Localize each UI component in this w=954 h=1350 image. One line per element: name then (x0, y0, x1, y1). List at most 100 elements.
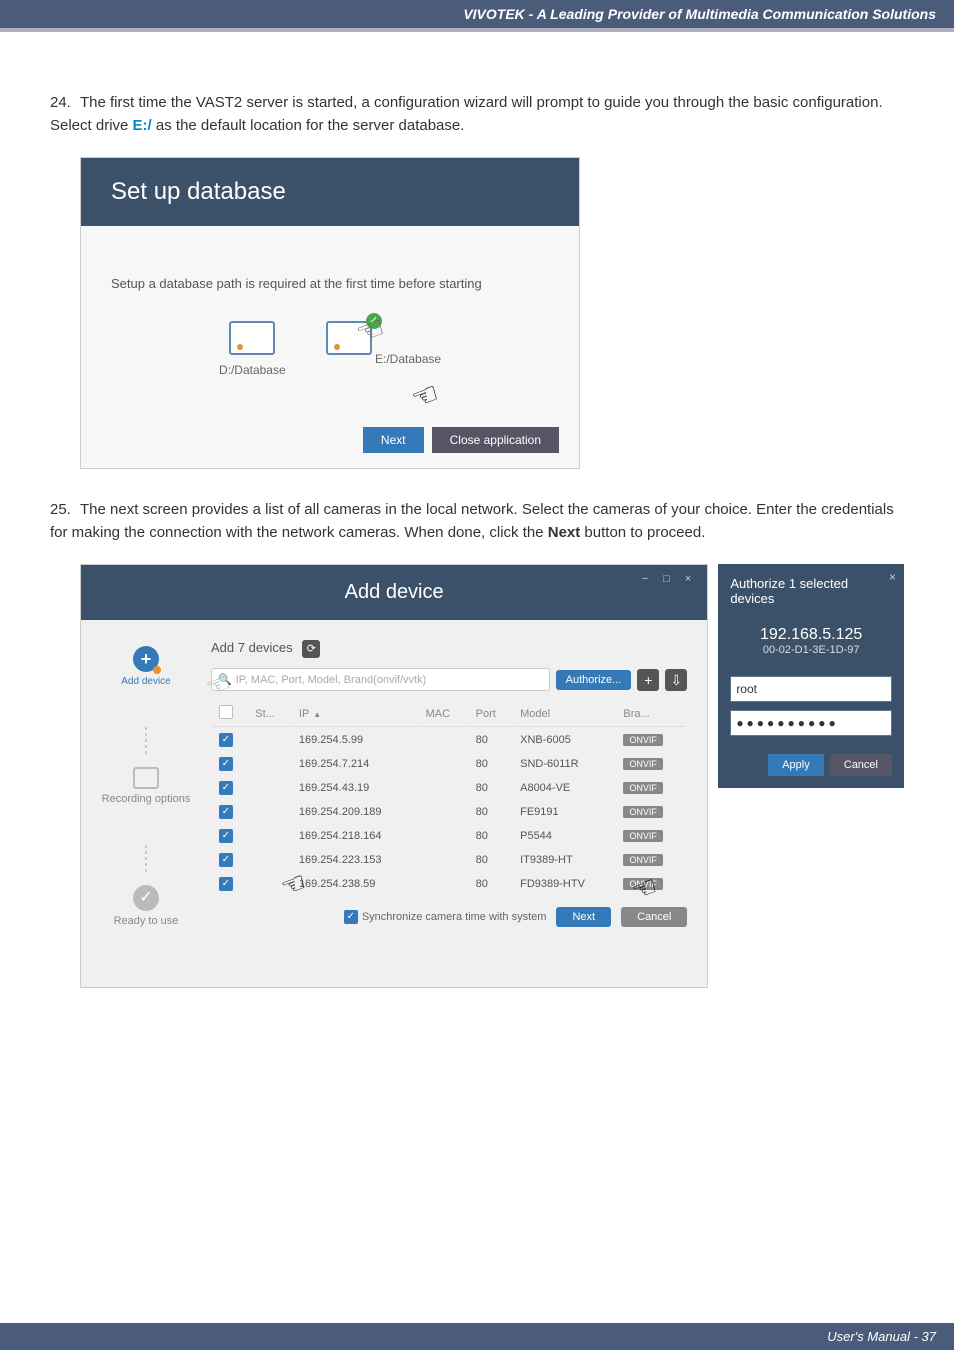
cell-brand: ONVIF (617, 849, 685, 871)
database-dialog: Set up database Setup a database path is… (80, 157, 580, 469)
page-header: VIVOTEK - A Leading Provider of Multimed… (0, 0, 954, 30)
username-input[interactable] (730, 676, 892, 702)
dialog-title-text: Add device (345, 581, 444, 603)
step-text-after: as the default location for the server d… (152, 117, 465, 134)
add-step-icon (133, 646, 159, 672)
auth-title: Authorize 1 selected devices (730, 576, 892, 606)
recording-step-icon (133, 767, 159, 789)
cell-model: A8004-VE (514, 777, 615, 799)
password-input[interactable] (730, 710, 892, 736)
step-25-text: 25.The next screen provides a list of al… (50, 499, 904, 544)
add-device-dialog: Add device − □ × Add device Recording op… (80, 564, 708, 988)
auth-ip: 192.168.5.125 (730, 626, 892, 644)
auth-buttons: Apply Cancel (730, 754, 892, 776)
drive-label: E:/Database (375, 352, 441, 366)
col-port[interactable]: Port (470, 701, 512, 727)
next-button[interactable]: Next (363, 427, 424, 453)
cell-port: 80 (470, 801, 512, 823)
checkbox-icon[interactable]: ✓ (219, 829, 233, 843)
sidebar-label: Ready to use (91, 915, 201, 927)
cell-ip: 169.254.209.189 (293, 801, 418, 823)
device-footer: ✓ Synchronize camera time with system Ne… (211, 897, 687, 927)
cell-ip: 169.254.5.99 (293, 729, 418, 751)
checkbox-icon[interactable]: ✓ (219, 781, 233, 795)
cell-mac (420, 777, 468, 799)
checkbox-icon[interactable]: ✓ (219, 757, 233, 771)
table-row[interactable]: ✓169.254.218.16480P5544ONVIF (213, 825, 685, 847)
authorize-panel: × Authorize 1 selected devices 192.168.5… (718, 564, 904, 788)
database-dialog-footer: ☜ Next Close application (101, 407, 559, 453)
cancel-button[interactable]: Cancel (830, 754, 892, 776)
cell-ip: 169.254.218.164 (293, 825, 418, 847)
header-divider (0, 30, 954, 32)
device-table: St... IP▲ MAC Port Model Bra... ✓169.254… (211, 699, 687, 897)
step-24-text: 24.The first time the VAST2 server is st… (50, 92, 904, 137)
sync-option[interactable]: ✓ Synchronize camera time with system (344, 910, 547, 924)
cell-port: 80 (470, 825, 512, 847)
checkbox-icon: ✓ (344, 910, 358, 924)
step-num: 25. (50, 499, 80, 522)
step-text-1: The next screen provides a list of all c… (50, 501, 894, 541)
cancel-button[interactable]: Cancel (621, 907, 687, 927)
cell-mac (420, 849, 468, 871)
cell-port: 80 (470, 753, 512, 775)
col-model[interactable]: Model (514, 701, 615, 727)
col-check[interactable] (213, 701, 247, 727)
checkbox-icon[interactable]: ✓ (219, 877, 233, 891)
add-device-title: Add device − □ × (81, 565, 707, 620)
checkbox-icon[interactable]: ✓ (219, 805, 233, 819)
col-brand[interactable]: Bra... (617, 701, 685, 727)
table-row[interactable]: ✓169.254.209.18980FE9191ONVIF (213, 801, 685, 823)
cell-ip: 169.254.223.153 (293, 849, 418, 871)
col-ip[interactable]: IP▲ (293, 701, 418, 727)
sidebar-step-recording: Recording options (91, 767, 201, 805)
cell-mac (420, 825, 468, 847)
table-row[interactable]: ✓169.254.223.15380IT9389-HTONVIF (213, 849, 685, 871)
cell-mac (420, 753, 468, 775)
cell-model: XNB-6005 (514, 729, 615, 751)
table-row[interactable]: ✓169.254.7.21480SND-6011RONVIF (213, 753, 685, 775)
drive-option-e[interactable]: ✓ ☜ E:/Database (326, 321, 441, 377)
cell-brand: ONVIF (617, 753, 685, 775)
window-controls[interactable]: − □ × (642, 573, 698, 585)
apply-button[interactable]: Apply (768, 754, 824, 776)
drive-option-d[interactable]: D:/Database (219, 321, 286, 377)
cursor-pointer-icon: ☜ (201, 664, 236, 704)
table-row[interactable]: ✓169.254.5.9980XNB-6005ONVIF (213, 729, 685, 751)
step-num: 24. (50, 92, 80, 115)
cell-brand: ONVIF (617, 801, 685, 823)
next-button[interactable]: Next (556, 907, 611, 927)
drive-highlight: E:/ (133, 117, 152, 134)
add-manual-button[interactable]: + (637, 669, 659, 691)
count-text: Add 7 devices (211, 640, 293, 655)
col-status[interactable]: St... (249, 701, 291, 727)
drive-options: D:/Database ✓ ☜ E:/Database (101, 321, 559, 377)
checkbox-icon[interactable]: ✓ (219, 733, 233, 747)
checkbox-icon[interactable]: ✓ (219, 853, 233, 867)
close-icon[interactable]: × (889, 570, 896, 584)
footer-text: User's Manual - 37 (827, 1329, 936, 1344)
cell-brand: ONVIF (617, 825, 685, 847)
cell-model: SND-6011R (514, 753, 615, 775)
cell-brand: ONVIF (617, 777, 685, 799)
add-device-body: Add device Recording options ✓ Ready to … (81, 620, 707, 987)
wizard-sidebar: Add device Recording options ✓ Ready to … (91, 640, 201, 967)
import-button[interactable]: ⇩ (665, 669, 687, 691)
step-text-2: button to proceed. (580, 524, 705, 541)
authorize-button[interactable]: Authorize... (556, 670, 632, 690)
cell-brand: ONVIF (617, 729, 685, 751)
sort-icon: ▲ (313, 710, 321, 719)
table-row[interactable]: ✓ 169.254.43.19 80A8004-VEONVIF (213, 777, 685, 799)
ready-step-icon: ✓ (133, 885, 159, 911)
col-mac[interactable]: MAC (420, 701, 468, 727)
search-input[interactable]: 🔍 IP, MAC, Port, Model, Brand(onvif/vvtk… (211, 668, 550, 691)
table-header-row: St... IP▲ MAC Port Model Bra... (213, 701, 685, 727)
cell-ip: 169.254.43.19 (293, 777, 418, 799)
cell-model: IT9389-HT (514, 849, 615, 871)
step-connector (145, 845, 147, 875)
close-app-button[interactable]: Close application (432, 427, 559, 453)
device-main-area: Add 7 devices ⟳ 🔍 IP, MAC, Port, Model, … (201, 640, 687, 967)
sync-text: Synchronize camera time with system (362, 911, 547, 923)
cell-port: 80 (470, 777, 512, 799)
refresh-icon[interactable]: ⟳ (302, 640, 320, 658)
